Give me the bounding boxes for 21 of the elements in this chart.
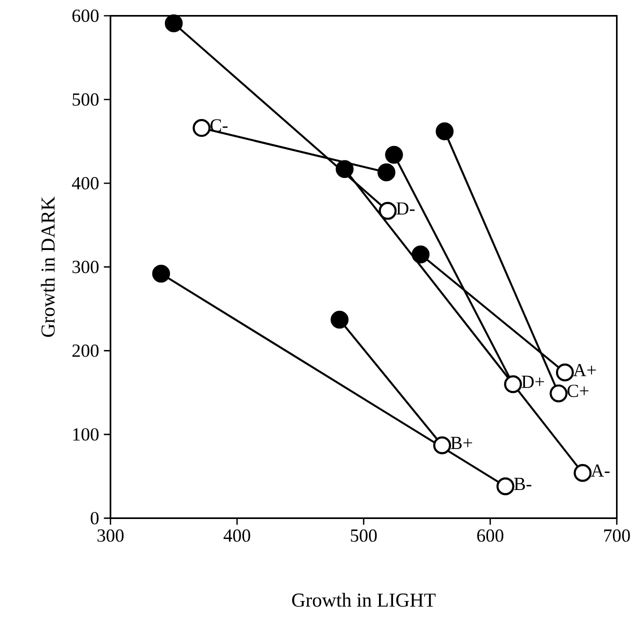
annotation: D- <box>396 202 415 215</box>
annotation: B- <box>514 478 532 490</box>
y-tick-label: 600 <box>72 10 99 22</box>
y-tick-label: 300 <box>72 260 99 274</box>
annotation: C+ <box>567 384 588 398</box>
x-tick-label: 400 <box>224 529 250 542</box>
y-tick-label: 100 <box>73 428 99 441</box>
y-axis-title: Growth in DARK <box>40 196 55 337</box>
annotation: A- <box>590 464 610 477</box>
x-tick-label: 500 <box>350 529 377 542</box>
x-tick-label: 300 <box>98 529 124 542</box>
y-tick-label: 400 <box>72 177 99 190</box>
annotation: B+ <box>450 436 472 450</box>
y-tick-label: 200 <box>72 344 99 357</box>
x-axis-title: Growth in LIGHT <box>292 592 436 607</box>
x-tick-label: 600 <box>477 529 504 542</box>
annotation: A+ <box>573 364 596 376</box>
y-tick-label: 0 <box>90 512 99 524</box>
x-tick-label: 700 <box>604 529 630 542</box>
y-tick-label: 500 <box>72 93 99 106</box>
annotation: D+ <box>522 376 544 388</box>
